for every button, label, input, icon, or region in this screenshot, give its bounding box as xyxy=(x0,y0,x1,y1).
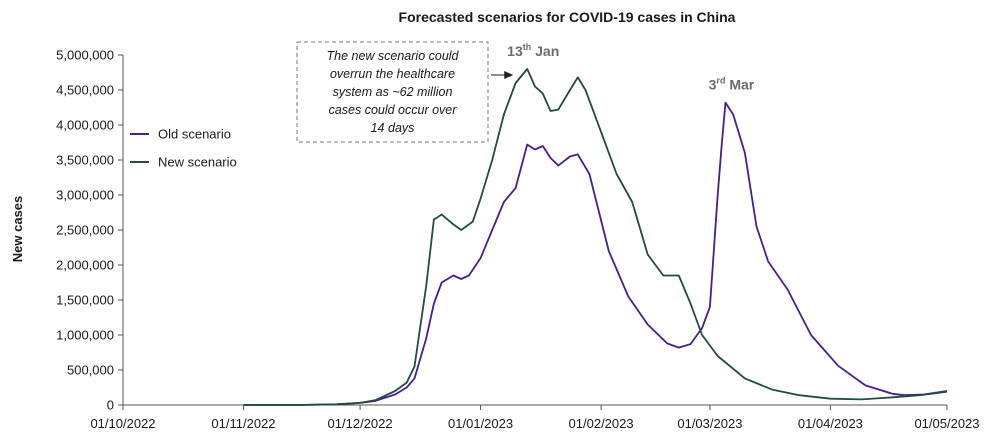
annotation-text-line: The new scenario could xyxy=(326,49,459,63)
x-tick-label: 01/02/2023 xyxy=(569,416,634,431)
annotation-text-line: overrun the healthcare xyxy=(330,67,455,81)
y-tick-label: 4,500,000 xyxy=(56,83,114,98)
axes: 0 500,000 1,000,000 1,500,000 2,000,000 2,500… xyxy=(56,48,979,432)
y-tick-label: 2,500,000 xyxy=(56,223,114,238)
y-tick-label: 2,000,000 xyxy=(56,258,114,273)
x-tick-label: 01/10/2022 xyxy=(90,416,155,431)
y-tick-label: 3,500,000 xyxy=(56,153,114,168)
annotation-arrowhead xyxy=(504,71,514,79)
annotations: The new scenario could overrun the health… xyxy=(296,41,755,143)
y-tick-label: 1,500,000 xyxy=(56,293,114,308)
annotation-box xyxy=(296,41,489,143)
annotation-text-line: cases could occur over xyxy=(329,103,458,117)
y-tick-label: 3,000,000 xyxy=(56,188,114,203)
x-tick-label: 01/04/2023 xyxy=(798,416,863,431)
peak-label: 13th Jan xyxy=(507,42,559,59)
y-tick-label: 5,000,000 xyxy=(56,48,114,63)
y-axis-title: New cases xyxy=(10,196,25,263)
x-tick-label: 01/12/2022 xyxy=(328,416,393,431)
y-tick-label: 1,000,000 xyxy=(56,328,114,343)
legend-label: New scenario xyxy=(158,155,237,170)
legend: Old scenario New scenario xyxy=(130,127,237,170)
peak-label: 3rd Mar xyxy=(709,76,755,93)
series-line-old-scenario xyxy=(243,101,948,406)
y-tick-label: 0 xyxy=(107,398,114,413)
legend-label: Old scenario xyxy=(158,127,231,142)
annotation-text-line: 14 days xyxy=(371,121,415,135)
series-layer xyxy=(243,68,948,406)
x-tick-label: 01/03/2023 xyxy=(677,416,742,431)
y-tick-label: 500,000 xyxy=(67,363,114,378)
y-tick-label: 4,000,000 xyxy=(56,118,114,133)
annotation-text-line: system as ~62 million xyxy=(333,85,453,99)
x-tick-label: 01/05/2023 xyxy=(914,416,979,431)
x-tick-label: 01/01/2023 xyxy=(448,416,513,431)
x-tick-label: 01/11/2022 xyxy=(211,416,275,431)
series-line-new-scenario xyxy=(243,68,948,406)
chart-title: Forecasted scenarios for COVID-19 cases … xyxy=(399,9,736,25)
